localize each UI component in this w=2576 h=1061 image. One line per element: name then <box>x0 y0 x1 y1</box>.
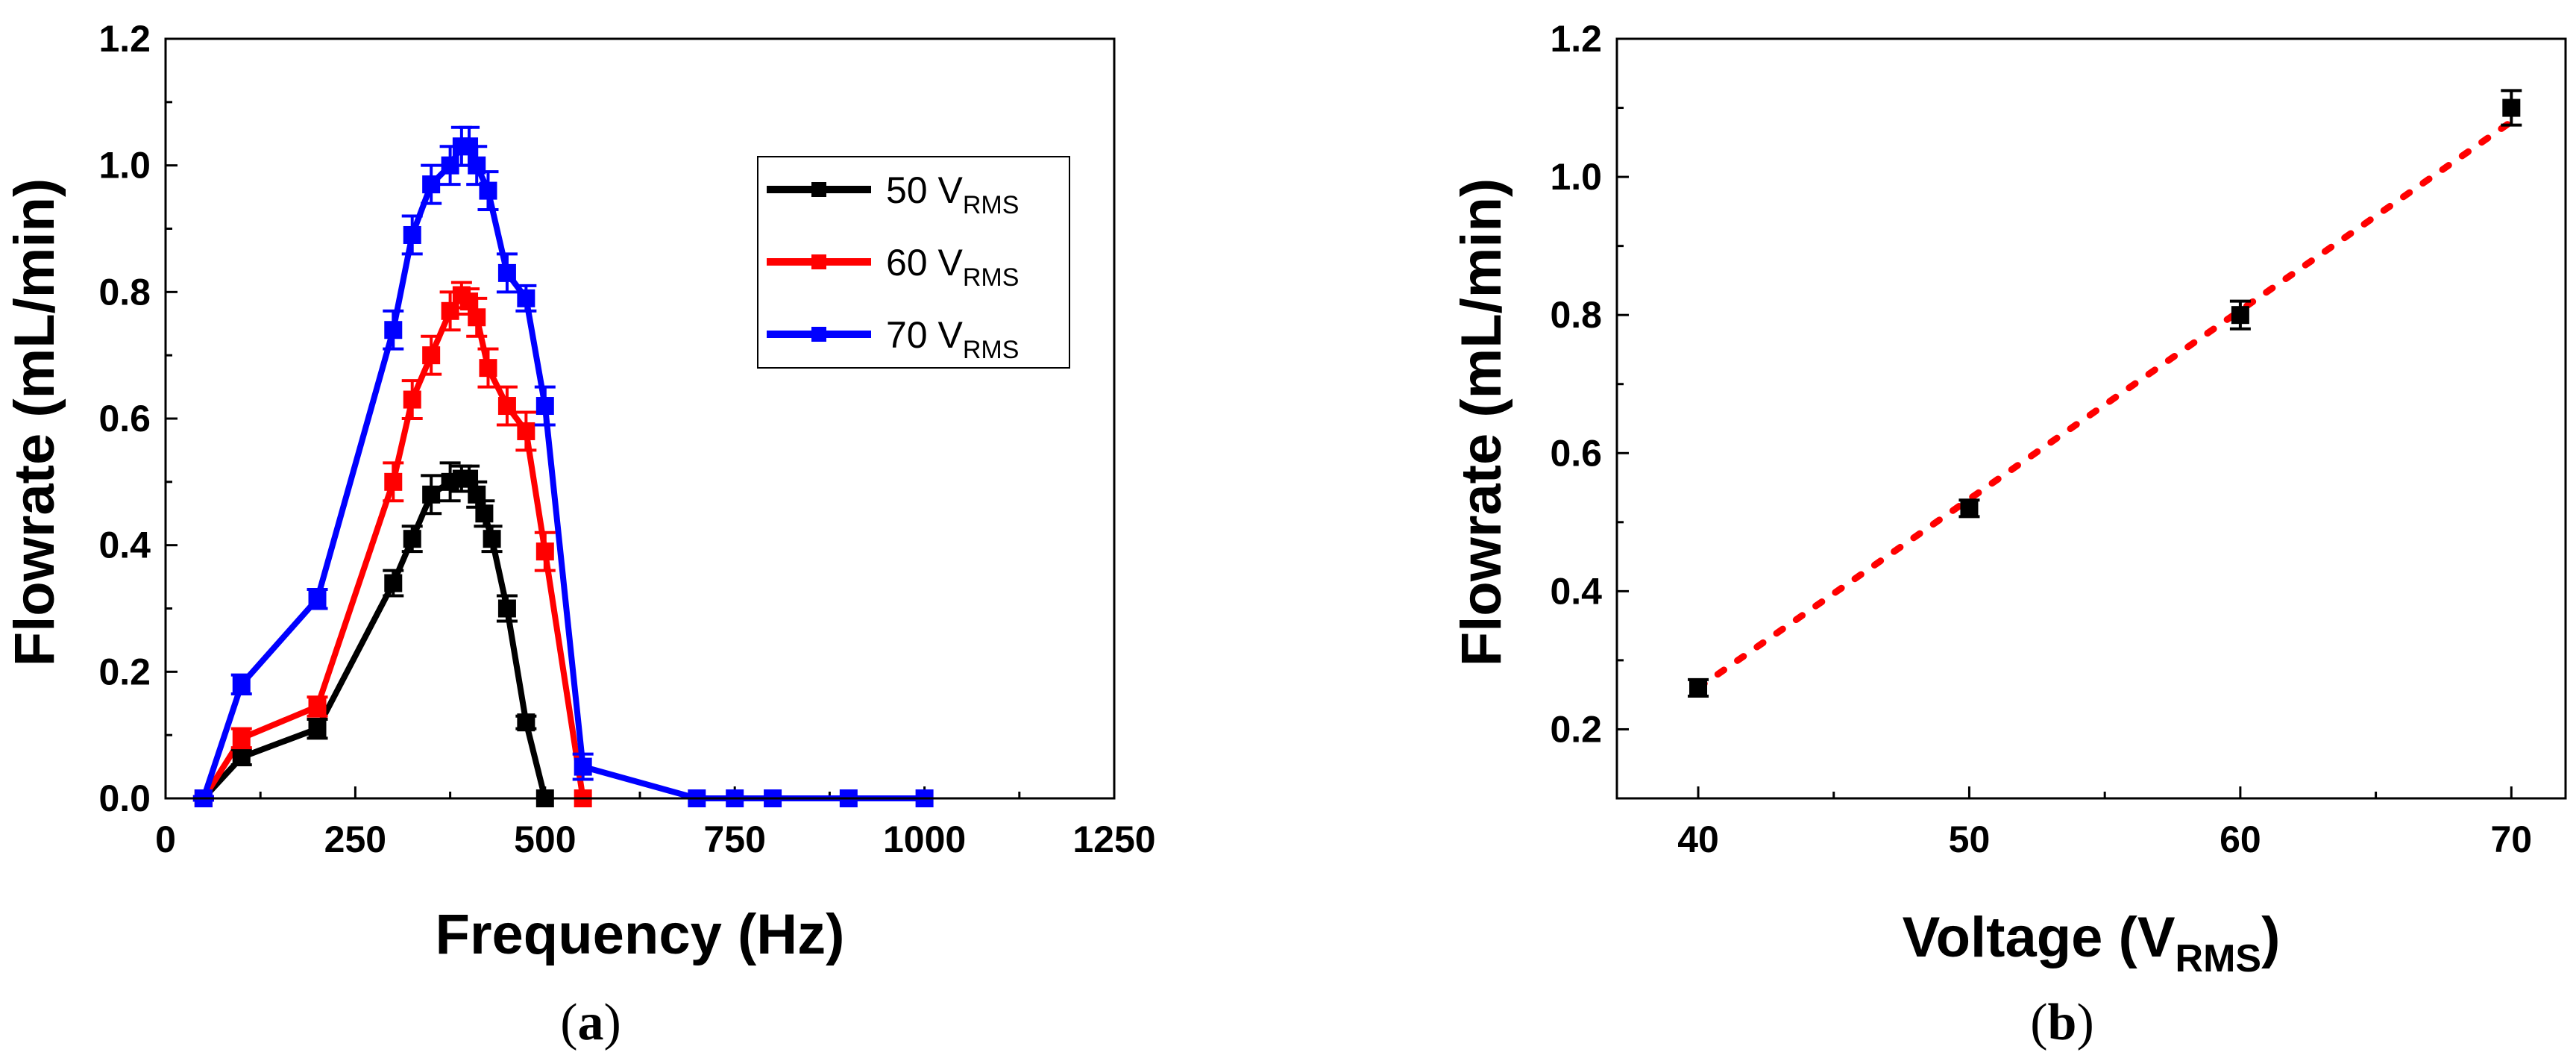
panel-a-xtick-label: 250 <box>324 819 386 860</box>
legend-label-60v: 60 VRMS <box>886 242 1019 292</box>
panel-b-ytick-label: 1.0 <box>1550 156 1602 198</box>
data-point <box>384 321 403 339</box>
data-point <box>2502 98 2521 117</box>
panel-b-ylabel: Flowrate (mL/min) <box>1450 178 1513 666</box>
data-point <box>517 713 535 732</box>
panel-a-plot-frame <box>164 37 1116 800</box>
data-point <box>517 289 535 307</box>
data-point <box>497 397 516 416</box>
panel-b-plot-frame <box>1615 37 2567 800</box>
panel-a-data-points <box>192 125 934 807</box>
panel-a-ylabel: Flowrate (mL/min) <box>3 178 66 666</box>
legend-entry-60v: 60 VRMS <box>767 242 1019 292</box>
data-point <box>475 504 494 523</box>
panel-a-xtick-label: 500 <box>514 819 576 860</box>
data-point <box>232 675 251 694</box>
panel-a-ytick-label: 0.4 <box>98 525 151 566</box>
data-point <box>403 390 421 409</box>
panel-a-legend: 50 VRMS 60 VRMS 70 VRMS <box>757 156 1070 369</box>
data-point <box>574 757 592 776</box>
data-point <box>232 729 251 748</box>
panel-a-ytick-label: 1.2 <box>98 18 151 60</box>
data-point <box>479 359 497 378</box>
panel-a-ytick-label: 0.8 <box>98 271 151 313</box>
data-point <box>403 225 421 244</box>
panel-a-ytick-label: 0.6 <box>98 398 151 439</box>
legend-marker-60v <box>811 254 826 269</box>
legend-label-50v: 50 VRMS <box>886 169 1019 219</box>
data-point <box>422 175 441 194</box>
panel-b-ytick-label: 0.4 <box>1550 570 1602 612</box>
data-point <box>535 397 554 416</box>
panel-b-xlabel: Voltage (VRMS) <box>1903 906 2281 980</box>
data-point <box>308 697 327 716</box>
panel-a-ytick-label: 0.2 <box>98 651 151 692</box>
data-point <box>308 589 327 608</box>
data-point <box>422 485 441 504</box>
panel-b-fit-line <box>1694 118 2515 692</box>
legend-label-70v: 70 VRMS <box>886 314 1019 364</box>
panel-b-data-points <box>1688 89 2522 698</box>
fit-line <box>1694 118 2515 692</box>
panel-a-chart: 0.00.20.40.60.81.01.20 250 500 750 1000 1250 … <box>3 18 1156 1051</box>
data-point <box>460 469 479 488</box>
panel-a-caption: (a) <box>560 994 621 1051</box>
data-point <box>517 422 535 440</box>
data-point <box>441 301 459 320</box>
panel-b-ticks: 0.2 0.4 0.6 0.8 1.0 1.2 40 50 60 70 <box>1550 18 2532 860</box>
data-point <box>460 292 479 311</box>
legend-entry-70v: 70 VRMS <box>767 314 1019 364</box>
panel-a-xtick-label: 0 <box>155 819 176 860</box>
panel-b-xtick-label: 50 <box>1949 819 1991 860</box>
panel-a-ytick-label: 0.0 <box>98 777 151 819</box>
panel-b-ytick-label: 0.2 <box>1550 708 1602 750</box>
panel-b-ytick-label: 0.8 <box>1550 294 1602 336</box>
panel-b-ytick-label: 0.6 <box>1550 432 1602 474</box>
legend-entry-50v: 50 VRMS <box>767 169 1019 219</box>
panel-b-chart: 0.2 0.4 0.6 0.8 1.0 1.2 40 50 60 70 Flowrate (mL/… <box>1450 18 2567 1051</box>
data-point <box>535 542 554 561</box>
data-point <box>2231 306 2249 325</box>
data-point <box>422 346 441 365</box>
panel-a-xtick-label: 1250 <box>1072 819 1155 860</box>
panel-b-ytick-label: 1.2 <box>1550 18 1602 60</box>
panel-a-xtick-label: 750 <box>703 819 765 860</box>
legend-marker-70v <box>811 327 826 342</box>
data-point <box>468 308 486 327</box>
panel-b-caption: (b) <box>2030 994 2094 1051</box>
data-point <box>479 181 497 200</box>
data-point <box>232 748 251 766</box>
data-point <box>384 472 403 491</box>
data-point <box>1960 499 1979 518</box>
panel-b-xtick-label: 40 <box>1677 819 1719 860</box>
data-point <box>308 719 327 738</box>
data-point <box>497 599 516 618</box>
panel-a-ticks: 0.0 0.2 0.4 0.6 0.8 1.0 1.2 0 250 500 750 1000 1250 <box>98 18 1155 860</box>
panel-b-xtick-label: 60 <box>2220 819 2261 860</box>
data-point <box>1689 678 1708 697</box>
data-point <box>483 530 501 548</box>
panel-b-xtick-label: 70 <box>2491 819 2533 860</box>
panel-a-ytick-label: 1.0 <box>98 145 151 187</box>
data-point <box>384 574 403 592</box>
data-point <box>497 263 516 282</box>
data-point <box>403 530 421 548</box>
panel-a-xtick-label: 1000 <box>883 819 966 860</box>
legend-marker-50v <box>811 182 826 197</box>
panel-a-xlabel: Frequency (Hz) <box>436 903 845 966</box>
